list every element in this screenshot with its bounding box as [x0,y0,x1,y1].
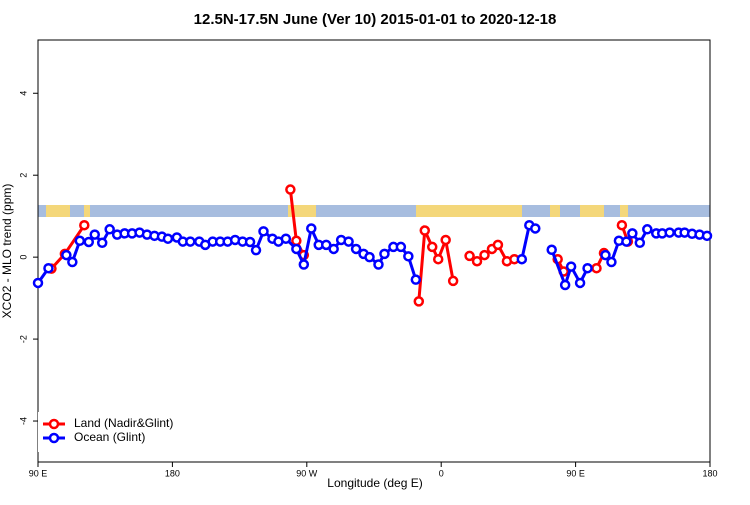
x-tick-label: 180 [165,468,180,478]
data-point [291,235,302,247]
y-tick-label: 0 [18,255,28,260]
data-point [32,277,44,289]
data-point [546,244,557,256]
data-point [96,237,108,249]
data-point [364,251,375,263]
y-tick-label: -4 [18,417,28,425]
data-point [530,223,541,234]
data-point [574,277,586,289]
y-axis-label: XCO2 - MLO trend (ppm) [0,184,14,319]
data-point [664,227,675,238]
data-point [600,249,611,261]
plot-frame [37,39,711,463]
x-tick-label: 90 E [29,468,48,478]
x-tick-label: 180 [702,468,717,478]
data-point [634,237,646,249]
legend [38,412,188,452]
data-point [162,233,174,244]
data-point [419,225,431,236]
legend-marker [48,418,60,430]
data-point [582,262,593,274]
data-point [642,224,653,235]
land-patch [84,205,90,217]
data-point [471,255,483,267]
land-patch [550,205,560,217]
data-point [621,236,632,247]
data-point [343,236,354,247]
data-point [291,243,302,255]
data-point [104,224,115,235]
data-point [83,236,95,248]
data-point [43,262,54,274]
data-point [432,253,444,265]
x-tick-label: 0 [439,468,444,478]
data-point [516,253,528,265]
data-point [559,279,571,291]
data-point [403,251,414,262]
data-point [328,243,339,255]
data-point [74,235,86,247]
land-patch [46,205,70,217]
data-point [320,239,332,251]
data-point [591,262,602,274]
data-point [379,248,390,260]
data-point [258,226,269,237]
data-point [616,219,628,231]
data-point [492,239,504,251]
x-tick-label: 90 E [566,468,585,478]
series-line [417,224,455,302]
land-strip [38,205,710,217]
ocean-band [38,205,710,217]
data-point [185,236,196,247]
data-point [447,275,459,287]
data-point [701,230,713,242]
chart-title: 12.5N-17.5N June (Ver 10) 2015-01-01 to … [194,11,557,28]
data-point [479,249,490,261]
y-tick-label: 4 [18,91,28,96]
land-patch [580,205,604,217]
land-patch [288,205,316,217]
data-point [79,219,90,231]
data-point [426,241,438,253]
data-point [67,256,78,268]
legend-marker [48,432,60,444]
y-tick-label: -2 [18,335,28,343]
legend-label: Land (Nadir&Glint) [74,416,173,430]
data-point [413,296,425,307]
data-point [350,243,362,255]
data-point [244,236,256,248]
land-patch [416,205,522,217]
x-tick-label: 90 W [296,468,318,478]
data-point [440,234,451,246]
data-point [250,244,262,256]
y-tick-label: 2 [18,173,28,178]
land-patch [620,205,628,217]
data-point [280,233,292,244]
data-point [373,259,384,270]
data-point [285,184,296,195]
data-point [61,249,72,261]
data-point [410,274,422,285]
data-point [89,229,100,240]
legend-label: Ocean (Glint) [74,430,145,444]
data-point [565,261,577,272]
x-axis-label: Longitude (deg E) [327,476,422,490]
data-point [395,241,407,253]
data-point [464,250,475,262]
data-point [306,223,317,234]
data-point [627,228,638,239]
data-point [298,259,310,270]
data-point [606,256,617,268]
